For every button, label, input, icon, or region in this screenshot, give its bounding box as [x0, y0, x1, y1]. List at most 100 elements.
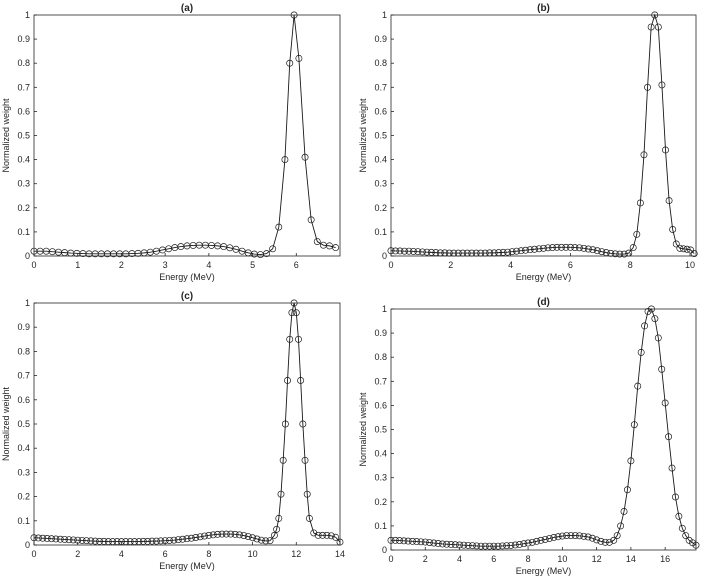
chart-2-series-0-point: [161, 537, 169, 545]
chart-3-series-0-point: [520, 540, 528, 548]
chart-2-ytick-label: 0.5: [17, 419, 30, 429]
chart-1-series-0-point: [589, 246, 597, 254]
chart-2-series-0-point: [266, 537, 274, 545]
chart-2-series-0-point: [249, 534, 257, 542]
chart-1-series-0-point: [409, 247, 417, 255]
chart-3-series-0-point: [486, 542, 493, 550]
chart-3-ytick-label: 0: [382, 545, 387, 555]
chart-3: (d) 0 2 4 6 8 10 12 14 16 0 0.1 0.2 0.3 0.4 0.5 0.6 0.7 0.…: [358, 297, 700, 576]
chart-1-series-0-point: [640, 151, 648, 159]
chart-2-series-0-point: [253, 535, 261, 543]
chart-1-series-0-point: [679, 245, 687, 253]
chart-3-series-0-point: [668, 464, 676, 472]
chart-1-series-0-point: [481, 249, 489, 257]
chart-1-series-0-point: [445, 249, 453, 257]
chart-3-series-0-point: [516, 541, 523, 548]
chart-3-series-0-point: [610, 536, 618, 544]
chart-1-ytick-label: 1: [382, 10, 387, 20]
chart-1-series-0-point: [490, 249, 498, 257]
chart-1-series-0-point: [658, 81, 666, 89]
chart-3-series-0-point: [554, 533, 562, 541]
chart-1-title: (b): [537, 3, 550, 14]
chart-1-series-0-point: [392, 247, 399, 255]
chart-2-series-0-point: [262, 537, 270, 545]
chart-0-ytick-label: 0.4: [17, 155, 30, 165]
chart-1-series-0-point: [665, 197, 673, 205]
chart-3-series-0-point: [464, 541, 472, 549]
chart-3-axes-frame: [390, 308, 697, 551]
chart-0-xtick-label: 5: [250, 260, 255, 270]
chart-2-ytick-label: 0.2: [17, 492, 30, 502]
chart-2-series-0-point: [297, 376, 305, 384]
chart-0-series-0-point: [301, 153, 309, 161]
chart-3-series-0-point: [584, 533, 592, 541]
chart-2-series-0-point: [48, 535, 55, 543]
chart-2-series-0-point: [281, 420, 289, 428]
chart-3-series-0-point: [617, 522, 625, 530]
chart-0-axes-frame: [33, 14, 341, 257]
chart-3-series-0-point: [647, 305, 655, 313]
chart-2-series-0-point: [319, 531, 326, 539]
chart-3-series-0-point: [550, 534, 558, 541]
chart-3-series-0-point: [571, 532, 579, 539]
chart-2-series-0-point: [170, 536, 178, 544]
chart-1-ytick-label: 0.4: [374, 155, 387, 165]
chart-3-xtick-label: 6: [491, 554, 496, 564]
chart-1-series-0-point: [616, 250, 624, 258]
chart-0-ytick-label: 0.6: [17, 106, 30, 116]
chart-3-xlabel: Energy (MeV): [516, 566, 572, 576]
chart-3-series-0-point: [558, 532, 566, 540]
chart-3-ytick-label: 1: [382, 304, 387, 314]
chart-3-series-0-point: [456, 541, 463, 549]
chart-2-title: (c): [181, 291, 193, 302]
chart-1-series-0-point: [598, 248, 606, 256]
chart-2-axes-frame: [33, 302, 341, 546]
chart-0-ytick-label: 1: [25, 10, 30, 20]
chart-2-series-0-point: [292, 309, 300, 317]
chart-1-series-0-point: [454, 249, 462, 257]
chart-1-series-0-point: [620, 250, 628, 258]
chart-3-series-0-point: [447, 541, 455, 548]
chart-3-series-0-point: [387, 536, 395, 544]
chart-1-series-0-point: [535, 245, 543, 253]
chart-3-series-0-point: [417, 538, 425, 546]
chart-3-series-0-point: [654, 334, 662, 342]
chart-2-xtick-label: 10: [248, 549, 258, 559]
chart-2-xtick-label: 12: [291, 549, 301, 559]
chart-2-series-0-point: [336, 538, 344, 546]
chart-1-series-0-point: [517, 247, 525, 255]
chart-2-series-0-point: [179, 535, 187, 543]
chart-3-ylabel: Normalized weight: [358, 392, 368, 467]
chart-1-series-0-point: [427, 248, 435, 256]
chart-3-series-0-point: [563, 532, 571, 539]
chart-1-series-0-point: [553, 243, 561, 251]
chart-3-series-0-point: [601, 538, 609, 546]
chart-2-series-0-point: [56, 535, 64, 543]
chart-1-series-0-point: [522, 246, 530, 254]
chart-2-series-0-point: [187, 534, 195, 542]
chart-1-ytick-label: 0.3: [374, 179, 387, 189]
chart-2-series-0-point: [196, 533, 204, 541]
chart-3-series-0-point: [460, 541, 468, 549]
chart-1-ytick-label: 0.9: [374, 34, 387, 44]
chart-2-series-0-point: [157, 537, 165, 545]
chart-3-series-0-point: [624, 486, 631, 494]
chart-3-series-0-point: [443, 540, 451, 548]
chart-2-series-0-point: [209, 531, 217, 539]
chart-2-series-0-point: [78, 536, 86, 544]
chart-3-series-0-point: [494, 542, 502, 550]
chart-1-series-0-point: [647, 23, 655, 31]
chart-1-series-0-point: [602, 249, 610, 257]
chart-1-series-0-point: [531, 245, 538, 253]
chart-3-series-0-point: [675, 512, 683, 520]
chart-2-series-0-point: [83, 537, 90, 545]
chart-1-series-0-point: [562, 243, 570, 251]
chart-1-series-0-point: [644, 83, 652, 91]
chart-3-series-0-point: [533, 537, 541, 545]
chart-1-ylabel: Normalized weight: [358, 98, 368, 173]
chart-2-ylabel: Normalized weight: [1, 386, 11, 461]
chart-3-series-0-point: [408, 537, 416, 545]
chart-3-ytick-label: 0.2: [374, 497, 387, 507]
chart-2-series-0-point: [310, 529, 318, 537]
chart-3-series-0-point: [468, 542, 476, 550]
